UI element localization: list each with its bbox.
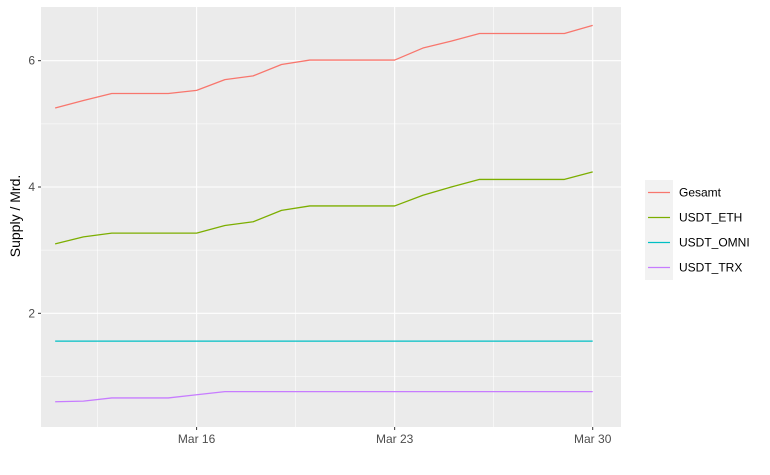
plot-panel (41, 7, 621, 427)
legend-label: Gesamt (679, 186, 722, 200)
series-line-gesamt (54, 24, 593, 109)
x-axis: Mar 16 Mar 23 Mar 30 (178, 427, 612, 446)
y-axis: 2 4 6 (28, 54, 41, 320)
legend-label: USDT_ETH (679, 211, 742, 225)
legend: Gesamt USDT_ETH USDT_OMNI USDT_TRX (645, 180, 750, 280)
y-tick-label: 4 (28, 180, 35, 194)
x-tick-label: Mar 30 (574, 432, 612, 446)
series-line-usdt-trx (55, 390, 593, 403)
y-tick-label: 2 (28, 306, 35, 320)
legend-label: USDT_TRX (679, 261, 742, 275)
series-lines (54, 24, 593, 403)
series-line-usdt-eth (54, 171, 593, 245)
x-tick-label: Mar 16 (178, 432, 216, 446)
y-tick-label: 6 (28, 54, 35, 68)
x-tick-label: Mar 23 (376, 432, 414, 446)
legend-label: USDT_OMNI (679, 236, 750, 250)
y-axis-title: Supply / Mrd. (7, 175, 23, 257)
minor-gridlines (41, 7, 621, 427)
